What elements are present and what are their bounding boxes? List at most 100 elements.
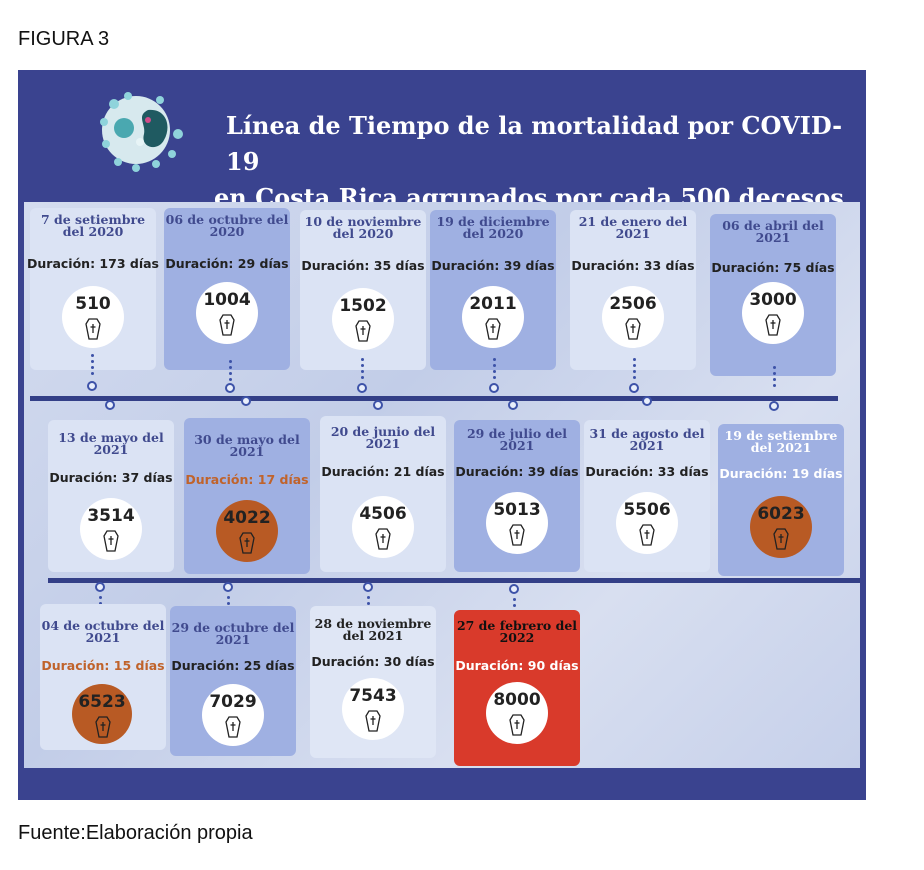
infographic-title: Línea de Tiempo de la mortalidad por COV…: [214, 108, 854, 216]
milestone-card: 31 de agosto del 2021 Duración: 33 días …: [584, 420, 710, 572]
milestone-duration: Duración: 21 días: [321, 464, 445, 479]
connector-dots: [366, 596, 370, 608]
milestone-duration: Duración: 29 días: [165, 256, 289, 271]
milestone-duration: Duración: 75 días: [711, 260, 835, 275]
timeline-node: [241, 396, 251, 406]
death-count: 2011: [469, 294, 517, 314]
milestone-duration: Duración: 35 días: [301, 258, 425, 273]
milestone-date: 27 de febrero del 2022: [456, 618, 578, 645]
death-count-circle: 3000: [742, 282, 804, 344]
milestone-card: 28 de noviembre del 2021 Duración: 30 dí…: [310, 606, 436, 758]
milestone-card: 06 de octubre del 2020 Duración: 29 días…: [164, 208, 290, 370]
death-count: 6023: [757, 504, 805, 524]
milestone-card: 04 de octubre del 2021 Duración: 15 días…: [40, 604, 166, 750]
milestone-duration: Duración: 33 días: [571, 258, 695, 273]
milestone-date: 31 de agosto del 2021: [589, 426, 705, 453]
milestone-card: 19 de setiembre del 2021 Duración: 19 dí…: [718, 424, 844, 576]
milestone-date: 06 de octubre del 2020: [165, 212, 289, 239]
milestone-duration: Duración: 37 días: [49, 470, 173, 485]
milestone-duration: Duración: 39 días: [431, 258, 555, 273]
milestone-date: 10 de noviembre del 2020: [304, 214, 422, 241]
connector-dots: [632, 358, 636, 382]
death-count-circle: 2506: [602, 286, 664, 348]
death-count-circle: 7029: [202, 684, 264, 746]
milestone-card: 13 de mayo del 2021 Duración: 37 días 35…: [48, 420, 174, 572]
death-count-circle: 1004: [196, 282, 258, 344]
coffin-icon: [225, 716, 241, 738]
timeline-node: [769, 401, 779, 411]
milestone-date: 7 de setiembre del 2020: [40, 212, 146, 239]
timeline-node: [223, 582, 233, 592]
timeline-node: [509, 584, 519, 594]
coffin-icon: [773, 528, 789, 550]
coffin-icon: [103, 530, 119, 552]
connector-dots: [228, 360, 232, 384]
death-count-circle: 2011: [462, 286, 524, 348]
death-count: 1004: [203, 290, 251, 310]
timeline-node: [642, 396, 652, 406]
timeline-node: [105, 400, 115, 410]
milestone-card: 30 de mayo del 2021 Duración: 17 días 40…: [184, 418, 310, 574]
timeline-node: [489, 383, 499, 393]
title-line-1: Línea de Tiempo de la mortalidad por COV…: [226, 111, 843, 176]
milestone-card: 21 de enero del 2021 Duración: 33 días 2…: [570, 210, 696, 370]
death-count-circle: 1502: [332, 288, 394, 350]
coffin-icon: [95, 716, 111, 738]
connector-dots: [512, 598, 516, 610]
connector-dots: [492, 358, 496, 382]
milestone-duration: Duración: 25 días: [171, 658, 295, 673]
timeline-node: [363, 582, 373, 592]
milestone-duration: Duración: 173 días: [27, 256, 159, 271]
connector-dots: [360, 358, 364, 382]
milestone-date: 21 de enero del 2021: [578, 214, 688, 241]
timeline-line-2: [48, 578, 860, 583]
coffin-icon: [219, 314, 235, 336]
timeline-node: [508, 400, 518, 410]
death-count: 510: [75, 294, 111, 314]
death-count-circle: 3514: [80, 498, 142, 560]
milestone-duration: Duración: 39 días: [455, 464, 579, 479]
death-count: 4506: [359, 504, 407, 524]
source-note: Fuente:Elaboración propia: [18, 822, 253, 844]
death-count: 5013: [493, 500, 541, 520]
death-count: 6523: [78, 692, 126, 712]
infographic: Línea de Tiempo de la mortalidad por COV…: [18, 70, 866, 800]
milestone-card: 29 de julio del 2021 Duración: 39 días 5…: [454, 420, 580, 572]
timeline-line-1: [30, 396, 838, 401]
milestone-card: 7 de setiembre del 2020 Duración: 173 dí…: [27, 208, 159, 370]
coffin-icon: [509, 714, 525, 736]
death-count-circle: 5506: [616, 492, 678, 554]
death-count-circle: 4022: [216, 500, 278, 562]
death-count-circle: 5013: [486, 492, 548, 554]
death-count: 1502: [339, 296, 387, 316]
coffin-icon: [85, 318, 101, 340]
milestone-duration: Duración: 15 días: [41, 658, 165, 673]
death-count-circle: 6023: [750, 496, 812, 558]
connector-dots: [90, 354, 94, 378]
milestone-date: 30 de mayo del 2021: [194, 432, 300, 459]
connector-dots: [98, 596, 102, 608]
milestone-date: 13 de mayo del 2021: [58, 430, 164, 457]
timeline-node: [95, 582, 105, 592]
virus-icon: [100, 92, 183, 172]
milestone-duration: Duración: 90 días: [455, 658, 579, 673]
milestone-card: 20 de junio del 2021 Duración: 21 días 4…: [320, 416, 446, 572]
death-count: 4022: [223, 508, 271, 528]
timeline-node: [225, 383, 235, 393]
timeline-node: [629, 383, 639, 393]
coffin-icon: [639, 524, 655, 546]
milestone-duration: Duración: 17 días: [185, 472, 309, 487]
milestone-duration: Duración: 19 días: [719, 466, 843, 481]
death-count: 3514: [87, 506, 135, 526]
coffin-icon: [509, 524, 525, 546]
coffin-icon: [375, 528, 391, 550]
milestone-date: 19 de diciembre del 2020: [436, 214, 550, 241]
death-count: 7029: [209, 692, 257, 712]
milestone-date: 04 de octubre del 2021: [41, 618, 165, 645]
milestone-date: 29 de octubre del 2021: [171, 620, 295, 647]
death-count: 5506: [623, 500, 671, 520]
coffin-icon: [355, 320, 371, 342]
milestone-duration: Duración: 33 días: [585, 464, 709, 479]
milestone-date: 19 de setiembre del 2021: [724, 428, 838, 455]
death-count: 3000: [749, 290, 797, 310]
